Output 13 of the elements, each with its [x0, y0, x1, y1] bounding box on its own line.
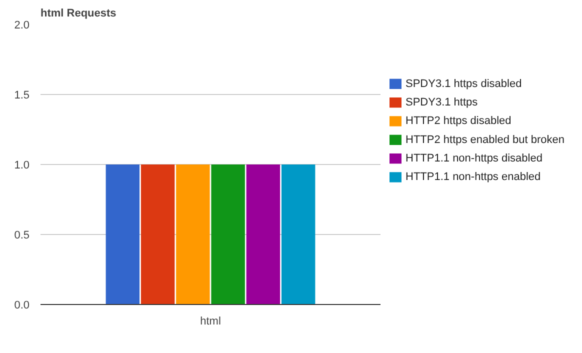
legend-label: HTTP1.1 non-https enabled [406, 171, 541, 184]
y-tick-label: 2.0 [14, 20, 30, 32]
legend-label: HTTP2 https disabled [406, 115, 512, 128]
x-tick-label: html [200, 316, 221, 328]
y-tick-label: 0.5 [14, 230, 30, 242]
legend-label: SPDY3.1 https disabled [406, 78, 522, 90]
chart-title: html Requests [40, 8, 116, 20]
y-tick-label: 1.5 [14, 90, 30, 102]
legend-label: SPDY3.1 https [406, 96, 478, 109]
y-tick-label: 0.0 [14, 300, 30, 312]
legend-label: HTTP1.1 non-https disabled [406, 152, 542, 165]
y-tick-label: 1.0 [14, 160, 30, 172]
legend-label: HTTP2 https enabled but broken [406, 134, 564, 146]
